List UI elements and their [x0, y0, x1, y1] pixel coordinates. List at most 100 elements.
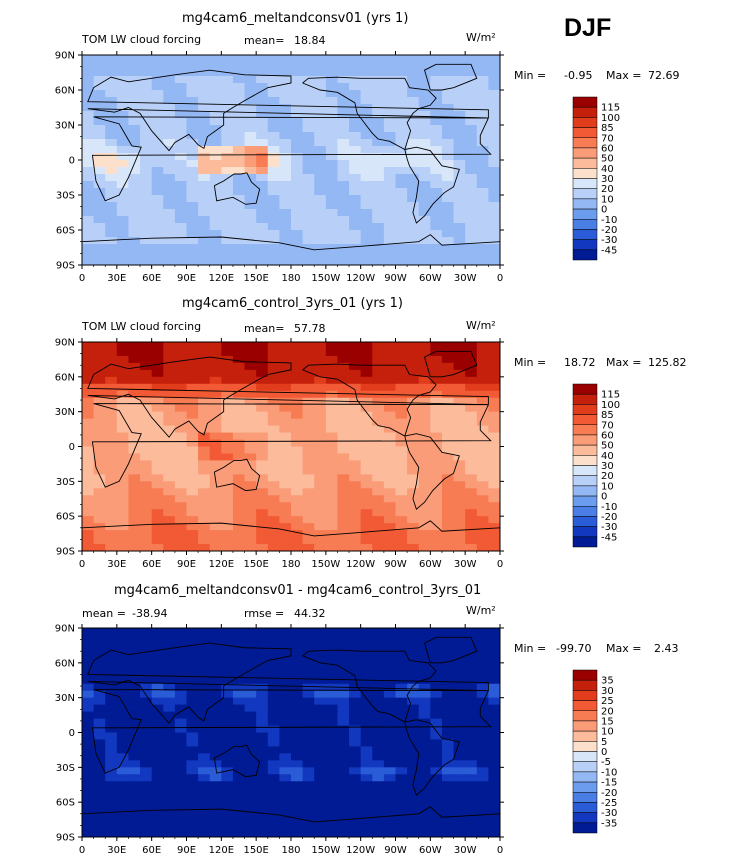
field-cell: [198, 669, 211, 678]
field-cell: [383, 809, 397, 817]
field-cell: [105, 181, 118, 189]
field-cell: [418, 348, 431, 357]
field-cell: [291, 753, 304, 761]
field-cell: [267, 404, 280, 413]
field-cell: [128, 188, 141, 196]
field-cell: [140, 90, 153, 98]
field-cell: [372, 628, 385, 636]
field-cell: [441, 474, 455, 482]
field-cell: [430, 795, 443, 803]
field-cell: [232, 216, 246, 224]
field-cell: [349, 823, 362, 831]
field-cell: [418, 488, 431, 496]
field-cell: [302, 209, 315, 217]
field-cell: [314, 237, 327, 245]
field-cell: [430, 111, 443, 119]
field-cell: [209, 767, 222, 775]
field-cell: [476, 802, 489, 810]
field-cell: [174, 802, 188, 810]
field-cell: [232, 739, 246, 748]
field-cell: [476, 669, 489, 678]
field-cell: [395, 739, 408, 748]
field-cell: [395, 704, 408, 713]
field-cell: [174, 641, 188, 650]
field-cell: [430, 376, 443, 385]
field-cell: [279, 739, 292, 748]
field-cell: [430, 690, 443, 699]
field-cell: [325, 209, 339, 217]
field-cell: [186, 425, 199, 434]
field-cell: [476, 683, 489, 692]
field-cell: [302, 342, 315, 350]
field-cell: [453, 669, 466, 678]
field-cell: [174, 809, 188, 817]
field-cell: [476, 711, 489, 720]
field-cell: [93, 174, 106, 182]
field-cell: [186, 97, 199, 105]
field-cell: [314, 795, 327, 803]
field-cell: [337, 767, 350, 775]
field-cell: [151, 411, 164, 420]
field-cell: [430, 502, 443, 510]
field-cell: [93, 725, 106, 734]
field-cell: [383, 774, 397, 782]
field-cell: [302, 76, 315, 84]
field-cell: [116, 209, 130, 217]
field-cell: [383, 348, 397, 357]
field-cell: [140, 488, 153, 496]
field-cell: [383, 488, 397, 496]
field-cell: [418, 188, 431, 196]
field-cell: [221, 244, 234, 252]
field-cell: [232, 628, 246, 636]
field-cell: [395, 244, 408, 252]
field-cell: [465, 139, 478, 147]
field-cell: [488, 202, 500, 210]
x-tick-label: 60E: [142, 273, 161, 284]
field-cell: [383, 453, 397, 462]
field-cell: [279, 390, 292, 399]
field-cell: [407, 146, 420, 154]
field-cell: [186, 90, 199, 98]
field-cell: [395, 348, 408, 357]
field-cell: [325, 453, 339, 462]
field-cell: [430, 634, 443, 643]
field-cell: [244, 181, 257, 189]
field-cell: [325, 467, 339, 475]
field-cell: [395, 774, 408, 782]
field-cell: [314, 453, 327, 462]
field-cell: [128, 76, 141, 84]
field-cell: [232, 655, 246, 664]
field-cell: [337, 732, 350, 741]
field-cell: [360, 160, 373, 168]
field-cell: [116, 55, 130, 63]
field-cell: [302, 404, 315, 413]
x-tick-label: 30E: [107, 273, 126, 284]
field-cell: [488, 516, 500, 524]
coastline: [82, 234, 500, 265]
field-cell: [441, 502, 455, 510]
field-cell: [314, 641, 327, 650]
field-cell: [93, 223, 106, 231]
coastline: [91, 403, 492, 488]
field-cell: [349, 376, 362, 385]
field-cell: [232, 153, 246, 161]
field-cell: [232, 474, 246, 482]
field-cell: [198, 781, 211, 789]
field-cell: [291, 174, 304, 182]
field-cell: [151, 104, 164, 112]
field-cell: [430, 544, 443, 551]
field-cell: [256, 495, 269, 503]
field-cell: [163, 634, 176, 643]
field-cell: [163, 167, 176, 175]
field-cell: [93, 139, 106, 147]
field-cell: [221, 634, 234, 643]
field-cell: [105, 174, 118, 182]
field-cell: [209, 830, 222, 837]
field-cell: [174, 202, 188, 210]
field-cell: [151, 453, 164, 462]
field-cell: [93, 628, 106, 636]
panel-2-title: mg4cam6_control_3yrs_01 (yrs 1): [182, 296, 403, 311]
field-cell: [291, 516, 304, 524]
field-cell: [232, 146, 246, 154]
field-cell: [453, 230, 466, 238]
